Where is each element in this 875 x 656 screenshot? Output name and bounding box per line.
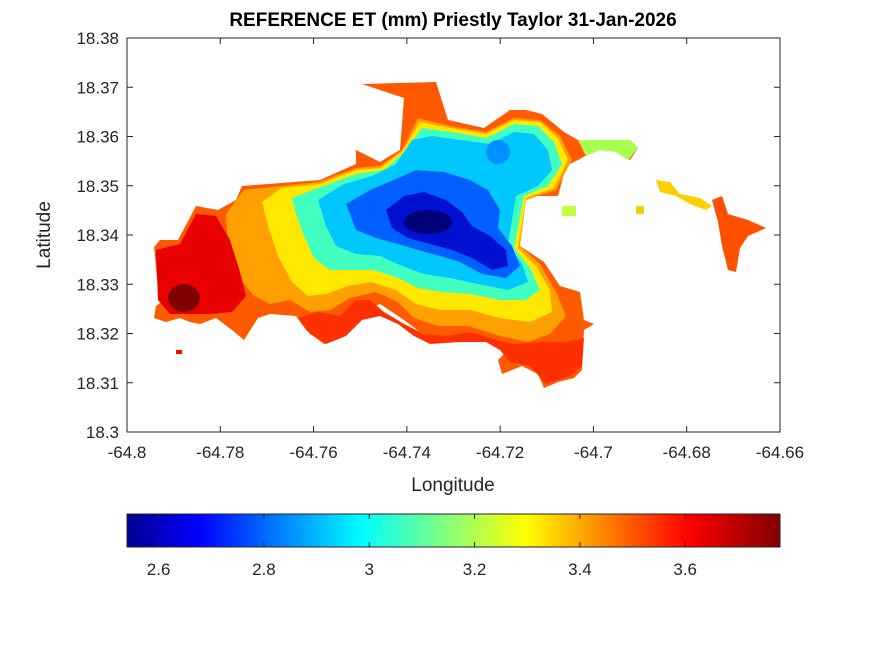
x-tick-label: -64.7 <box>574 443 613 462</box>
zone-north-blob <box>486 140 510 164</box>
y-tick-label: 18.38 <box>76 29 119 48</box>
et-map <box>154 82 766 388</box>
zone-islet-1 <box>636 206 644 214</box>
x-tick-label: -64.78 <box>196 443 244 462</box>
zone-east-spit <box>578 140 638 160</box>
x-tick-label: -64.74 <box>383 443 431 462</box>
zone-south-red <box>298 300 584 384</box>
x-tick-label: -64.8 <box>108 443 147 462</box>
x-tick-label: -64.68 <box>663 443 711 462</box>
y-tick-label: 18.35 <box>76 177 119 196</box>
x-tick-label: -64.66 <box>756 443 804 462</box>
colorbar-tick-label: 3 <box>365 560 374 579</box>
zone-west-maroon <box>168 284 200 312</box>
colorbar-tick-label: 2.8 <box>252 560 276 579</box>
y-tick-label: 18.33 <box>76 275 119 294</box>
zone-islet-2 <box>562 206 576 216</box>
zone-east-spit-2 <box>656 180 712 210</box>
y-tick-label: 18.36 <box>76 128 119 147</box>
zone-islet-3 <box>176 350 182 354</box>
y-tick-label: 18.32 <box>76 325 119 344</box>
colorbar-tick-label: 3.2 <box>463 560 487 579</box>
y-axis-label: Latitude <box>34 201 55 269</box>
x-axis-label: Longitude <box>411 475 494 496</box>
zone-core <box>404 210 452 234</box>
colorbar <box>126 513 781 548</box>
x-tick-label: -64.72 <box>476 443 524 462</box>
y-tick-label: 18.31 <box>76 374 119 393</box>
colorbar-tick-label: 3.4 <box>568 560 592 579</box>
axes: -64.8 -64.78 -64.76 -64.74 -64.72 -64.7 -64.68… <box>76 29 804 462</box>
colorbar-tick-label: 2.6 <box>147 560 171 579</box>
x-tick-label: -64.76 <box>289 443 337 462</box>
y-tick-label: 18.34 <box>76 226 119 245</box>
zone-far-east <box>712 196 766 272</box>
colorbar-tick-label: 3.6 <box>673 560 697 579</box>
y-tick-label: 18.3 <box>86 423 119 442</box>
y-tick-label: 18.37 <box>76 78 119 97</box>
chart-title: REFERENCE ET (mm) Priestly Taylor 31-Jan… <box>229 10 676 31</box>
colorbar-ticks: 2.6 2.8 3 3.2 3.4 3.6 <box>147 514 697 579</box>
